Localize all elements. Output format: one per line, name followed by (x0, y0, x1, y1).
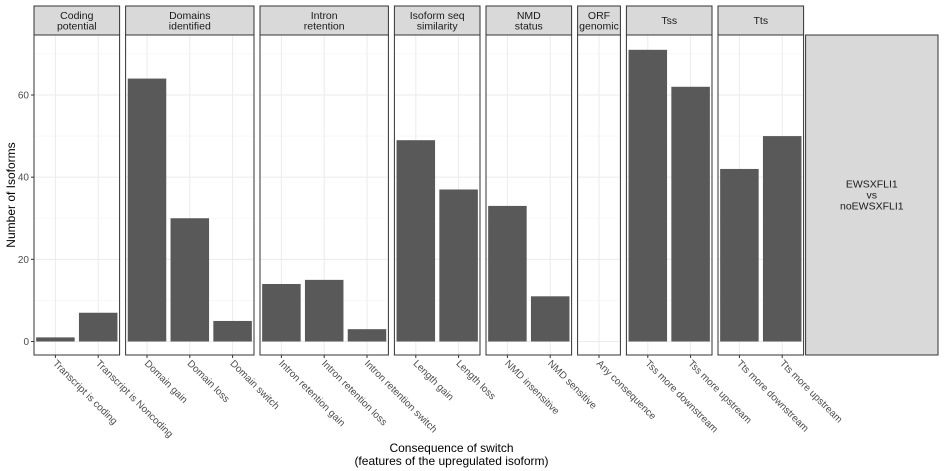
facet-label: Domains (169, 10, 210, 22)
bar (127, 78, 167, 342)
facet-label: genomic (579, 20, 619, 32)
facet-label: Intron (311, 10, 338, 22)
facet-strip (33, 5, 121, 36)
panel-border (625, 34, 713, 356)
facet-label: Isoform seq (410, 10, 465, 22)
x-tick-label: Length loss (453, 358, 497, 402)
panel-background (34, 35, 120, 355)
bar (396, 140, 436, 342)
y-tick-label: 20 (18, 255, 30, 266)
facet-strip (485, 5, 573, 36)
bar (304, 279, 344, 342)
facet-label: identified (169, 20, 211, 32)
panel-border (485, 34, 573, 356)
facet-label: Tss (661, 15, 677, 27)
facet-label: potential (57, 20, 97, 32)
facet-label: similarity (417, 20, 459, 32)
facet-label: Coding (60, 10, 93, 22)
x-axis-title-line: Consequence of switch (389, 441, 513, 455)
bar (720, 168, 759, 342)
x-axis-title: Consequence of switch(features of the up… (354, 441, 548, 468)
facet-strip (577, 5, 621, 36)
bar (488, 205, 527, 342)
x-tick-label: Tss more downstream (643, 358, 720, 435)
bar (36, 337, 75, 342)
y-tick-label: 60 (18, 91, 30, 102)
y-axis: 0 20 40 60 (18, 91, 34, 348)
x-tick-label: Domain loss (185, 358, 232, 405)
facet-strip (125, 5, 255, 36)
bar (762, 136, 802, 342)
x-tick-label: Domain gain (142, 358, 189, 405)
facet-label: retention (304, 20, 345, 32)
facet-label: status (515, 20, 543, 32)
y-tick-label: 0 (23, 337, 29, 348)
bar (347, 329, 387, 342)
panel-border (33, 34, 121, 356)
facet-label: Tts (754, 15, 769, 27)
facet-strip (259, 5, 389, 36)
panel-border (717, 34, 805, 356)
bar (78, 312, 118, 342)
facet-label: NMD (517, 10, 541, 22)
facet-label: ORF (588, 10, 610, 22)
bar (262, 283, 301, 342)
facet-strip (625, 5, 713, 36)
x-axis-title-line: (features of the upregulated isoform) (354, 454, 548, 468)
facet-strip (717, 5, 805, 36)
y-tick-label: 40 (18, 173, 30, 184)
row-strip-label: vs (867, 190, 878, 202)
bar (628, 49, 668, 342)
bar (671, 86, 710, 342)
row-strip-label: EWSXFLI1 (846, 179, 898, 191)
x-tick-label: Domain switch (227, 358, 281, 412)
y-axis-title: Number of Isoforms (4, 142, 18, 247)
row-strip-label: noEWSXFLI1 (840, 201, 904, 213)
bar (170, 218, 210, 342)
row-strip-box (805, 34, 939, 356)
bar (439, 189, 478, 342)
bar (530, 296, 570, 342)
x-tick-label: Length gain (411, 358, 456, 403)
bar (213, 320, 252, 342)
panel-border (393, 34, 481, 356)
